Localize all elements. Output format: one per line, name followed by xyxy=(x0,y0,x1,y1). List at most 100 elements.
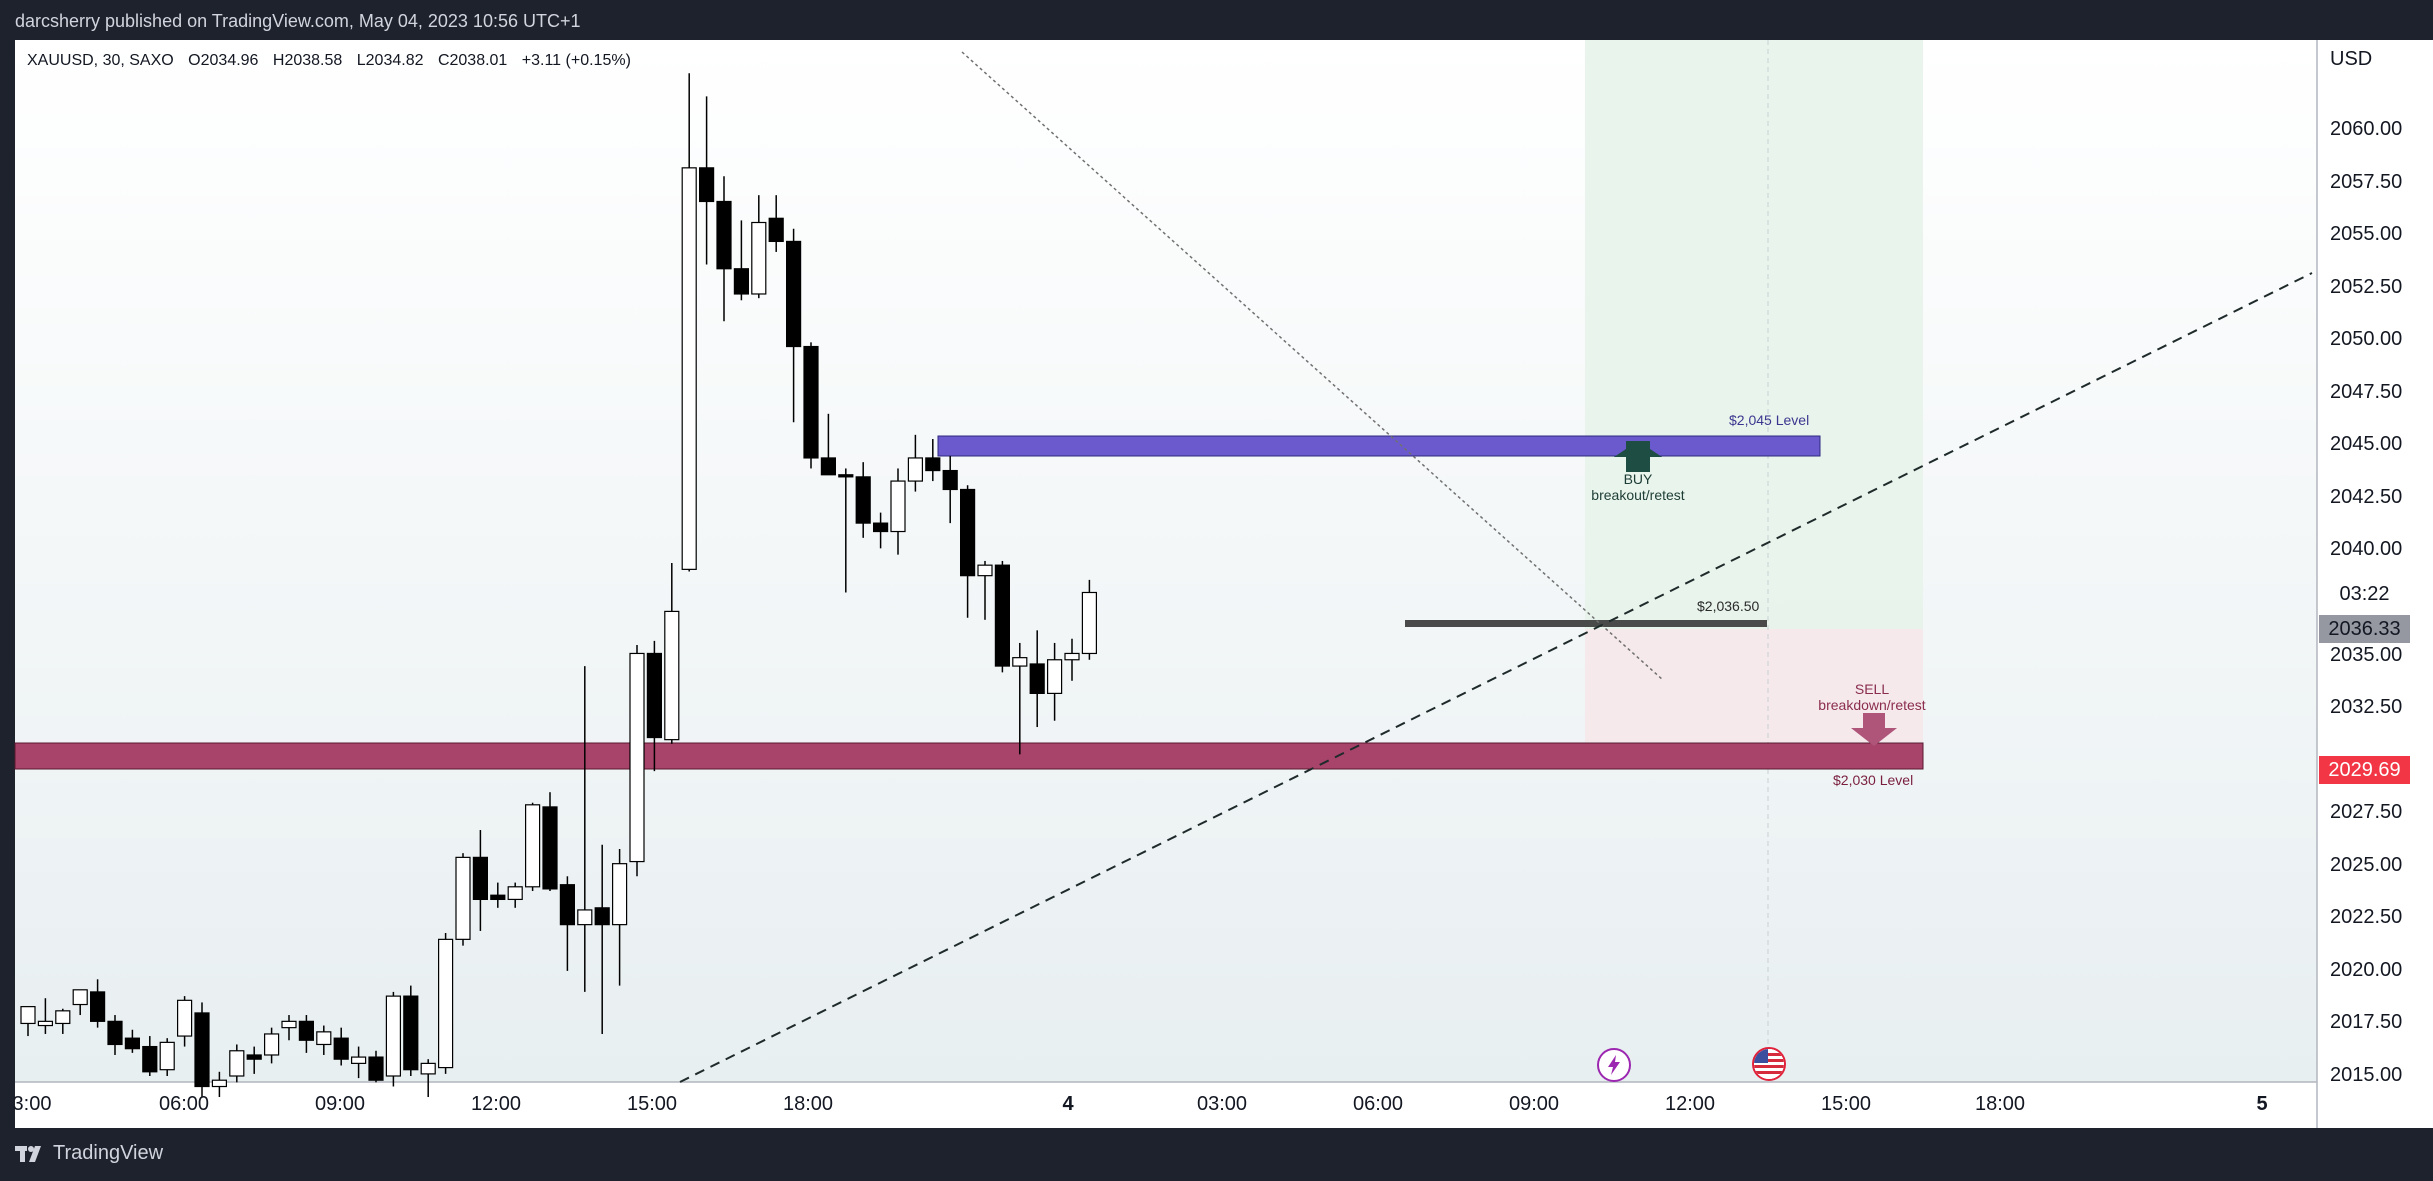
descending-trendline[interactable] xyxy=(961,51,1664,681)
candle-down[interactable] xyxy=(994,564,1011,667)
price-tick-label: 2032.50 xyxy=(2330,696,2403,719)
candle-down[interactable] xyxy=(246,1054,262,1060)
candle-down[interactable] xyxy=(646,652,663,739)
target-zone[interactable] xyxy=(1585,40,1923,629)
candle-up[interactable] xyxy=(611,863,628,926)
plot-background xyxy=(15,40,2317,1082)
candle-down[interactable] xyxy=(124,1037,141,1050)
header-bar: darcsherry published on TradingView.com,… xyxy=(0,0,2433,40)
sell-label[interactable]: SELL breakdown/retest xyxy=(1807,681,1937,713)
candle-down[interactable] xyxy=(820,457,837,476)
candle-up[interactable] xyxy=(229,1050,245,1077)
candle-down[interactable] xyxy=(333,1037,349,1060)
candle-up[interactable] xyxy=(72,989,88,1006)
candle-up[interactable] xyxy=(524,804,541,888)
candle-down[interactable] xyxy=(594,907,610,926)
candle-up[interactable] xyxy=(1012,657,1028,667)
candle-down[interactable] xyxy=(403,995,419,1071)
candle-up[interactable] xyxy=(1064,652,1080,661)
time-tick-label: 4 xyxy=(1062,1093,1074,1115)
time-tick-label: 12:00 xyxy=(1664,1093,1716,1115)
candle-up[interactable] xyxy=(20,1006,36,1025)
candle-down[interactable] xyxy=(838,474,854,478)
candle-up[interactable] xyxy=(507,886,523,901)
candle-down[interactable] xyxy=(559,884,576,926)
time-axis-panel[interactable] xyxy=(15,1082,2317,1128)
candle-down[interactable] xyxy=(490,894,506,901)
candle-up[interactable] xyxy=(977,564,993,577)
candle-up[interactable] xyxy=(281,1020,297,1029)
candle-up[interactable] xyxy=(211,1079,227,1088)
candle-down[interactable] xyxy=(925,457,941,472)
candle-down[interactable] xyxy=(194,1012,210,1088)
candle-down[interactable] xyxy=(959,488,976,577)
sell-arrow-icon xyxy=(1851,713,1897,746)
candle-up[interactable] xyxy=(420,1062,436,1075)
candle-down[interactable] xyxy=(298,1020,314,1041)
time-tick-label: 15:00 xyxy=(626,1093,678,1115)
candle-up[interactable] xyxy=(455,856,471,940)
candle-down[interactable] xyxy=(768,217,784,243)
candle-down[interactable] xyxy=(142,1045,158,1073)
candle-down[interactable] xyxy=(872,522,889,533)
zone-2045-level[interactable] xyxy=(937,435,1821,457)
countdown-tag: 03:22 xyxy=(2319,580,2410,608)
candle-down[interactable] xyxy=(716,200,732,270)
candle-up[interactable] xyxy=(1046,659,1063,694)
currency-label[interactable]: USD xyxy=(2330,48,2373,70)
candle-down[interactable] xyxy=(1029,663,1045,694)
candle-down[interactable] xyxy=(107,1020,123,1046)
candle-down[interactable] xyxy=(698,167,715,203)
candle-up[interactable] xyxy=(351,1056,367,1064)
time-tick-label: 18:00 xyxy=(1974,1093,2026,1115)
candle-down[interactable] xyxy=(942,469,958,491)
price-tick-label: 2057.50 xyxy=(2330,170,2403,193)
price-tick-label: 2042.50 xyxy=(2330,485,2403,508)
candle-down[interactable] xyxy=(733,268,750,295)
candle-up[interactable] xyxy=(264,1033,280,1056)
candle-down[interactable] xyxy=(785,240,802,348)
ohlc-legend[interactable]: XAUUSD, 30, SAXO O2034.96 H2038.58 L2034… xyxy=(27,52,641,70)
sell-subtitle: breakdown/retest xyxy=(1818,697,1926,713)
candle-up[interactable] xyxy=(177,999,193,1037)
candle-up[interactable] xyxy=(664,610,680,741)
zone-2036-level[interactable] xyxy=(1405,620,1767,627)
price-tick-label: 2022.50 xyxy=(2330,906,2403,929)
candle-down[interactable] xyxy=(368,1056,384,1081)
candle-up[interactable] xyxy=(629,652,645,863)
ascending-trendline[interactable] xyxy=(679,272,2313,1083)
candle-down[interactable] xyxy=(472,856,488,901)
level-2036-label[interactable]: $2,036.50 xyxy=(1697,598,1760,614)
candle-up[interactable] xyxy=(55,1010,71,1025)
candle-up[interactable] xyxy=(438,938,454,1069)
symbol-label[interactable]: XAUUSD, 30, SAXO xyxy=(27,52,174,69)
candle-up[interactable] xyxy=(907,457,924,482)
time-tick-label: 5 xyxy=(2256,1093,2268,1115)
candle-up[interactable] xyxy=(385,995,401,1077)
candle-up[interactable] xyxy=(37,1020,54,1027)
buy-label[interactable]: BUY breakout/retest xyxy=(1583,471,1693,503)
zone-2030-level[interactable] xyxy=(14,742,1924,770)
level-2045-label[interactable]: $2,045 Level xyxy=(1729,412,1810,428)
candle-down[interactable] xyxy=(803,345,819,459)
us-flag-icon[interactable] xyxy=(1752,1047,1786,1081)
price-tick-label: 2040.00 xyxy=(2330,538,2403,561)
candle-up[interactable] xyxy=(577,909,593,926)
candle-down[interactable] xyxy=(89,991,106,1022)
candle-down[interactable] xyxy=(855,476,871,524)
level-2030-label[interactable]: $2,030 Level xyxy=(1833,772,1914,788)
candle-up[interactable] xyxy=(890,480,906,533)
tradingview-brand[interactable]: TradingView xyxy=(15,1142,163,1165)
buy-title: BUY xyxy=(1623,471,1653,487)
last-price-tag: 2036.33 xyxy=(2319,615,2410,643)
lightning-event-icon[interactable] xyxy=(1597,1048,1631,1082)
candle-up[interactable] xyxy=(1081,591,1098,655)
time-tick-label: 06:00 xyxy=(1352,1093,1404,1115)
candle-up[interactable] xyxy=(681,167,697,570)
candle-down[interactable] xyxy=(542,806,558,890)
candle-up[interactable] xyxy=(751,221,767,295)
candle-up[interactable] xyxy=(159,1041,175,1071)
candle-up[interactable] xyxy=(316,1031,332,1046)
price-tick-label: 2052.50 xyxy=(2330,275,2403,298)
